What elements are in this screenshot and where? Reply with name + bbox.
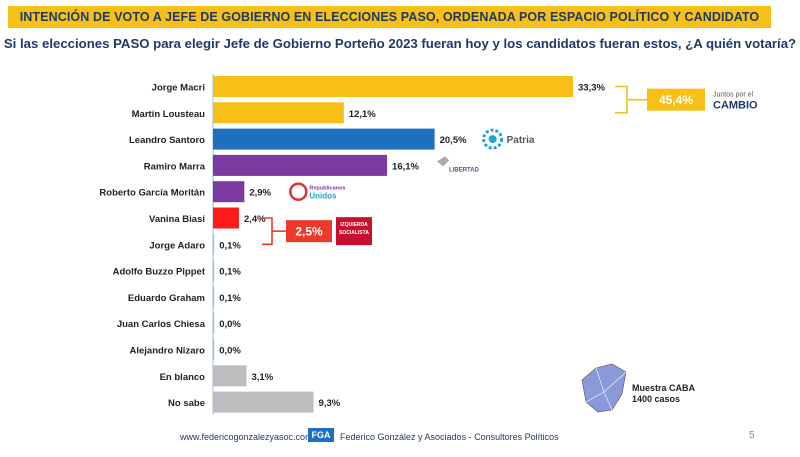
- category-label: Leandro Santoro: [129, 135, 205, 146]
- category-label: Roberto García Moritán: [99, 188, 205, 199]
- patria-logo-sun: [488, 135, 497, 144]
- fga-logo: FGA: [308, 428, 334, 442]
- value-label: 12,1%: [349, 109, 376, 120]
- bar: [213, 365, 247, 387]
- juntos-logo-top: Juntos por el: [713, 92, 754, 99]
- title-banner: INTENCIÓN DE VOTO A JEFE DE GOBIERNO EN …: [8, 6, 771, 28]
- bar: [213, 286, 215, 308]
- value-label: 16,1%: [392, 161, 419, 172]
- izquierda-logo: [336, 217, 372, 246]
- value-label: 2,9%: [249, 188, 271, 199]
- category-label: Vanina Biasi: [149, 214, 205, 225]
- category-label: Jorge Macri: [152, 83, 205, 94]
- bar: [213, 207, 239, 229]
- category-label: Ramiro Marra: [144, 161, 206, 172]
- group-total-label: 45,4%: [659, 93, 693, 107]
- category-label: Juan Carlos Chiesa: [117, 319, 206, 330]
- value-label: 0,0%: [219, 346, 241, 357]
- republicanos-logo-top: Republicanos: [309, 186, 345, 192]
- group-bracket: [615, 85, 628, 114]
- value-label: 33,3%: [578, 83, 605, 94]
- izquierda-logo-main: SOCIALISTA: [339, 230, 369, 236]
- sample-line-2: 1400 casos: [632, 394, 681, 404]
- juntos-logo: [709, 86, 761, 113]
- bar: [213, 128, 435, 150]
- patria-logo-text: Patria: [507, 135, 535, 146]
- bar: [213, 233, 215, 255]
- bar: [213, 260, 215, 282]
- bar: [213, 102, 344, 124]
- sample-info: Muestra CABA 1400 casos: [632, 383, 695, 405]
- bar: [213, 76, 573, 97]
- bar: [213, 181, 245, 203]
- caba-map-icon: [581, 363, 627, 413]
- value-label: 0,1%: [219, 267, 241, 278]
- group-total-box: [286, 220, 332, 243]
- footer-organization: Federico González y Asociados - Consulto…: [340, 432, 559, 442]
- patria-logo-icon: [482, 128, 504, 150]
- category-label: En blanco: [160, 372, 206, 383]
- value-label: 0,1%: [219, 240, 241, 251]
- group-total-box: [647, 88, 705, 111]
- value-label: 20,5%: [440, 135, 467, 146]
- bar: [213, 154, 388, 176]
- group-total-label: 2,5%: [295, 225, 323, 239]
- libertad-logo-text: LIBERTAD: [449, 167, 480, 173]
- libertad-logo-icon: [437, 156, 450, 167]
- bar: [213, 312, 215, 334]
- category-label: Jorge Adaro: [149, 240, 205, 251]
- republicanos-logo-icon: [289, 182, 308, 201]
- category-label: Martín Lousteau: [132, 109, 206, 120]
- category-label: No sabe: [168, 398, 205, 409]
- value-label: 0,1%: [219, 293, 241, 304]
- republicanos-logo-main: Unidos: [309, 192, 337, 201]
- bar: [213, 391, 314, 413]
- category-label: Alejandro Nizaro: [130, 346, 206, 357]
- value-label: 0,0%: [219, 319, 241, 330]
- izquierda-logo-top: IZQUIERDA: [340, 222, 368, 228]
- page-number: 5: [749, 430, 755, 441]
- survey-question: Si las elecciones PASO para elegir Jefe …: [3, 36, 797, 51]
- sample-line-1: Muestra CABA: [632, 383, 696, 393]
- bar: [213, 339, 215, 360]
- caba-map-borders: [585, 367, 627, 411]
- value-label: 3,1%: [252, 372, 274, 383]
- footer-url-link[interactable]: www.federicogonzalezyasoc.com: [180, 432, 313, 442]
- category-label: Eduardo Graham: [128, 293, 205, 304]
- value-label: 9,3%: [319, 398, 341, 409]
- juntos-logo-main: CAMBIO: [713, 100, 758, 112]
- value-label: 2,4%: [244, 214, 266, 225]
- category-label: Adolfo Buzzo Pippet: [113, 267, 206, 278]
